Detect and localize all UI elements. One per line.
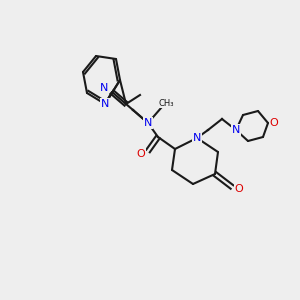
Text: CH₃: CH₃: [158, 98, 174, 107]
Text: N: N: [144, 118, 152, 128]
Text: O: O: [270, 118, 278, 128]
Text: O: O: [136, 149, 146, 159]
Text: N: N: [232, 125, 240, 135]
Text: O: O: [235, 184, 243, 194]
Text: N: N: [193, 133, 201, 143]
Text: N: N: [100, 83, 108, 93]
Text: N: N: [101, 99, 109, 109]
